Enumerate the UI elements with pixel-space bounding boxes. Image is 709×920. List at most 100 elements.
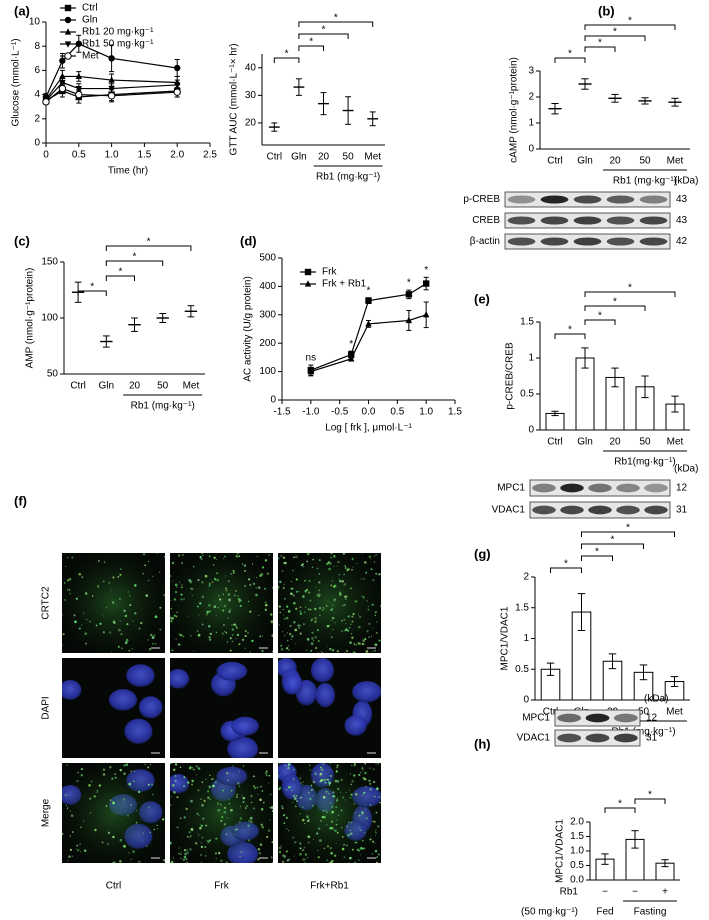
green-speckle (369, 804, 372, 806)
green-speckle (265, 770, 268, 773)
green-speckle (209, 638, 212, 641)
green-speckle (367, 608, 370, 611)
green-speckle (120, 633, 123, 636)
green-speckle (163, 594, 165, 597)
green-speckle (345, 598, 347, 600)
green-speckle (201, 623, 204, 626)
green-speckle (287, 763, 291, 766)
green-speckle (163, 858, 165, 862)
x-tick-label: + (662, 887, 668, 898)
green-speckle (144, 564, 147, 567)
point (307, 367, 315, 375)
green-speckle (176, 611, 179, 614)
green-speckle (287, 766, 290, 770)
green-speckle (79, 843, 81, 846)
green-speckle (76, 779, 79, 783)
green-speckle (338, 579, 340, 581)
green-speckle (112, 835, 115, 839)
green-speckle (208, 785, 211, 788)
green-speckle (215, 615, 217, 617)
green-speckle (322, 795, 326, 799)
green-speckle (68, 589, 71, 591)
green-speckle (107, 831, 111, 834)
column-label: Ctrl (106, 881, 122, 892)
green-speckle (372, 820, 374, 823)
green-speckle (352, 566, 354, 568)
green-speckle (147, 766, 150, 769)
micrograph (278, 658, 381, 758)
green-speckle (68, 855, 71, 858)
green-speckle (147, 560, 150, 563)
green-speckle (377, 763, 380, 765)
green-speckle (223, 624, 225, 626)
legend-label: Rb1 20 mg·kg⁻¹ (82, 27, 154, 38)
green-speckle (248, 820, 250, 822)
blot-unit: (kDa) (644, 694, 668, 705)
green-speckle (283, 855, 287, 858)
green-speckle (375, 763, 377, 764)
green-speckle (244, 634, 247, 638)
green-speckle (289, 624, 292, 628)
green-speckle (330, 608, 333, 612)
green-speckle (278, 557, 280, 560)
green-speckle (362, 839, 364, 842)
nucleus (283, 673, 303, 695)
green-speckle (299, 852, 302, 856)
green-speckle (345, 628, 348, 631)
point (75, 72, 82, 80)
green-speckle (318, 593, 321, 596)
green-speckle (190, 799, 193, 803)
green-speckle (238, 643, 241, 646)
green-speckle (227, 580, 230, 582)
green-speckle (351, 636, 354, 639)
y-tick-label: 500 (259, 253, 276, 264)
green-speckle (344, 567, 347, 570)
green-speckle (296, 800, 298, 802)
significance-bracket (584, 46, 616, 52)
green-speckle (294, 628, 298, 632)
green-speckle (68, 577, 72, 581)
y-tick-label: 0 (34, 138, 40, 149)
green-speckle (342, 796, 345, 799)
green-speckle (364, 804, 366, 806)
green-speckle (268, 554, 271, 557)
green-speckle (214, 578, 217, 581)
green-speckle (328, 648, 332, 651)
green-speckle (329, 562, 332, 565)
green-speckle (195, 765, 198, 768)
legend-label: Ctrl (82, 3, 98, 14)
green-speckle (314, 772, 317, 776)
green-speckle (147, 579, 150, 582)
green-speckle (65, 566, 67, 568)
green-speckle (378, 796, 380, 798)
green-speckle (279, 850, 281, 853)
green-speckle (209, 798, 211, 801)
row-label: Merge (41, 798, 52, 827)
green-speckle (88, 784, 91, 787)
green-glow (170, 553, 273, 653)
micrograph (170, 658, 273, 758)
green-speckle (308, 764, 311, 767)
green-speckle (361, 811, 364, 814)
green-speckle (288, 785, 291, 789)
green-speckle (223, 604, 227, 608)
green-speckle (295, 607, 298, 611)
green-speckle (329, 861, 333, 863)
green-speckle (251, 639, 254, 643)
y-axis-label: MPC1/VDAC1 (500, 606, 511, 670)
green-speckle (132, 780, 135, 783)
y-tick-label: 1.5 (520, 317, 534, 328)
green-speckle (316, 629, 319, 632)
green-speckle (361, 794, 364, 797)
green-speckle (112, 601, 115, 604)
green-speckle (302, 858, 306, 861)
green-speckle (363, 578, 365, 580)
green-speckle (257, 858, 260, 861)
green-speckle (311, 637, 314, 640)
green-speckle (379, 801, 381, 804)
green-speckle (206, 840, 208, 842)
green-speckle (353, 763, 356, 765)
green-speckle (123, 844, 126, 848)
green-speckle (361, 595, 363, 597)
green-speckle (69, 593, 71, 595)
